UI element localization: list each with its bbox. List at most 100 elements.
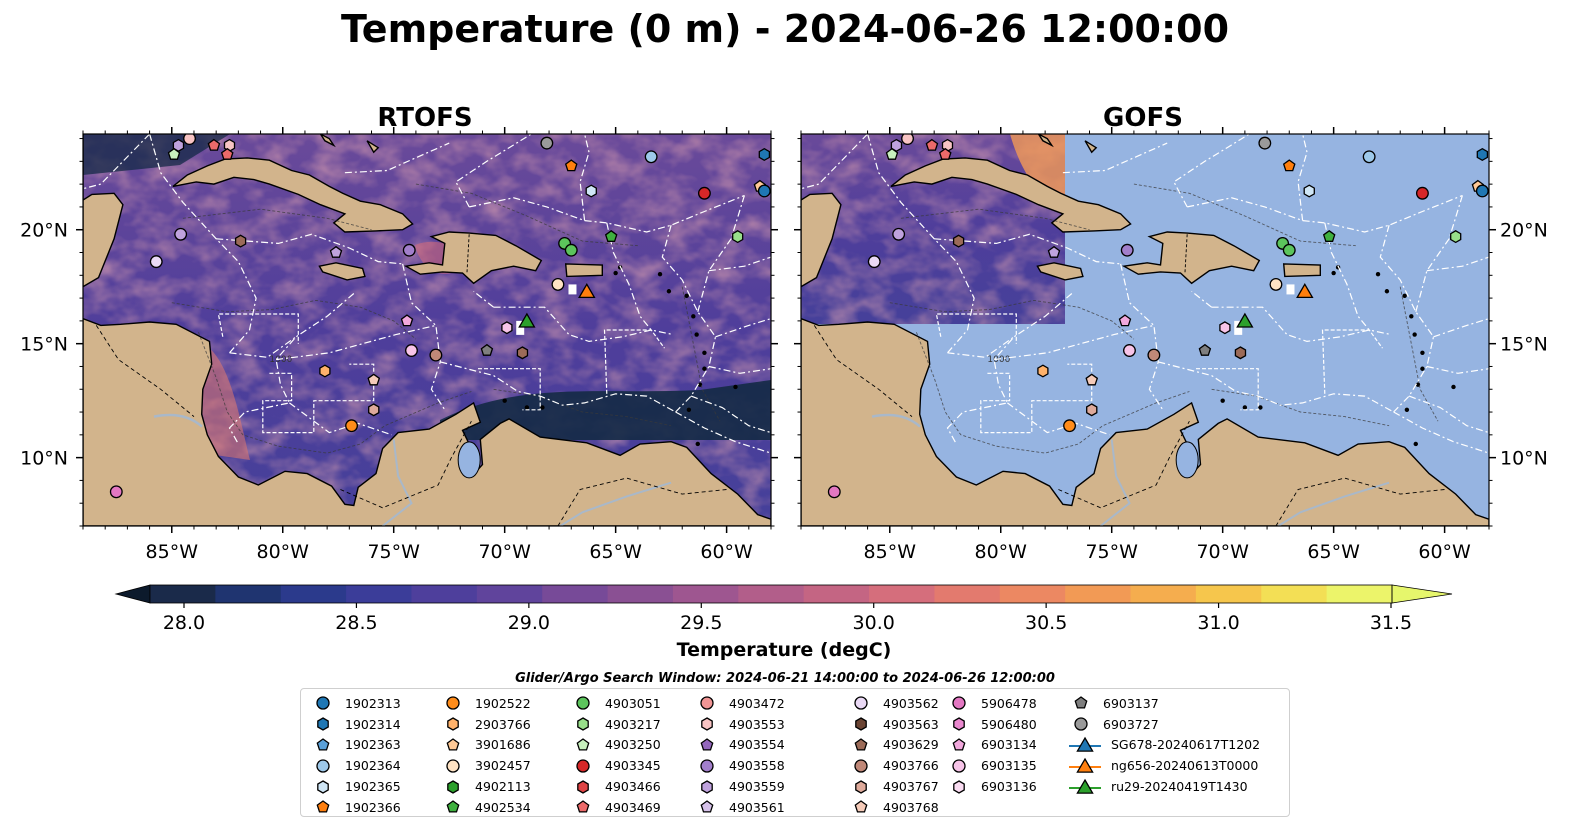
legend-label: 4903562 [883,695,939,711]
rtofs-island [702,350,707,355]
rtofs-lon-tick-label: 70°W [478,541,531,563]
colorbar-segment [803,585,870,603]
legend-label: 4903217 [605,716,661,732]
gofs-country-border [1184,234,1188,274]
rtofs-bathymetry-contour [493,388,672,427]
legend: 1902313 1902314 1902363 1902364 1902365 19023… [300,688,1290,817]
gofs-eez-line [1433,318,1489,338]
rtofs-float-marker [697,186,711,200]
legend-entry: 6903134 [945,735,1037,756]
gofs-float-marker [1475,184,1489,198]
legend-float-marker [446,800,460,813]
rtofs-float-marker [516,346,529,360]
rtofs-float-marker [402,243,416,257]
colorbar-tick-label: 31.0 [1197,612,1239,634]
legend-hexagon [855,717,867,731]
legend-float-marker [447,717,459,731]
legend-entry: 5906480 [945,714,1037,735]
legend-column: 1902313 1902314 1902363 1902364 1902365 19023… [309,693,401,818]
legend-circle [446,759,460,773]
gofs-float-marker [1362,150,1376,164]
gofs-float-marker [1476,147,1489,162]
legend-float-marker [447,779,459,794]
gofs-island [1404,407,1410,412]
gofs-bathymetry-contour [915,332,1190,454]
gofs-eez-line [1120,263,1164,411]
gofs-float-marker [885,147,899,160]
rtofs-country-border [340,420,472,509]
rtofs-island [694,332,699,337]
gofs-island [1375,271,1381,277]
panel-title-rtofs: RTOFS [377,103,472,133]
legend-entry: 4903563 [847,714,939,735]
rtofs-glider-marker [518,312,536,328]
legend-label: 6903137 [1103,695,1159,711]
figure-title: Temperature (0 m) - 2024-06-26 12:00:00 [341,7,1229,51]
gofs-float-marker [901,134,914,146]
rtofs-island [691,314,696,319]
rtofs-eez-line [697,195,745,312]
gofs-bathymetry-contour [889,299,1135,340]
legend-float-marker [700,738,714,751]
legend-float-marker [577,779,589,794]
rtofs-land [83,134,771,526]
legend-entry: 2903766 [439,714,531,735]
rtofs-island [540,405,545,410]
gofs-float-marker [1123,344,1136,357]
gofs-float-marker [827,485,841,499]
legend-pentagon [700,738,714,751]
legend-label: 4903466 [605,779,661,795]
rtofs-eez-line [579,134,590,221]
legend-entry: 1902366 [309,797,401,818]
legend-float-marker [1074,696,1088,709]
legend-float-marker [577,717,589,731]
legend-pentagon [854,738,868,751]
rtofs-eez-line [473,290,494,308]
legend-hexagon [447,779,459,794]
rtofs-island [613,270,618,276]
legend-circle [316,759,330,773]
legend-circle [952,696,966,711]
gofs-river [1277,481,1390,526]
rtofs-float-marker [220,147,234,160]
legend-float-marker [854,800,868,813]
gofs-land-bahamas1 [1037,134,1054,148]
legend-float-marker [855,717,867,731]
gofs-float-marker [1085,373,1099,386]
legend-circle [700,759,714,773]
panel-title-gofs: GOFS [1103,103,1183,133]
rtofs-glider-track [516,320,525,335]
legend-float-marker [700,759,714,773]
gofs-float-marker [892,227,906,241]
gofs-lake-nicaragua [871,413,921,428]
legend-entry: 1902364 [309,755,401,776]
legend-entry: 4903561 [693,797,785,818]
colorbar-frame [149,584,1393,604]
legend-label: 4903766 [883,758,939,774]
gofs-lat-tick-label: 10°N [1500,448,1548,470]
colorbar-segment [607,585,674,603]
legend-circle [1074,717,1088,731]
rtofs-eez-line [690,395,771,434]
rtofs-float-marker [501,321,513,335]
rtofs-eez-line [493,306,674,343]
colorbar-tick-label: 29.0 [508,612,550,634]
gofs-island [1220,398,1225,403]
rtofs-bathymetry-contour [171,299,417,340]
legend-circle [316,696,330,711]
gofs-float-marker [1037,364,1049,378]
gofs-float-marker [1258,136,1272,150]
legend-triangle [1076,736,1094,752]
legend-hexagon [577,779,589,794]
rtofs-eez-line [344,142,450,174]
legend-label: 1902364 [345,758,401,774]
legend-hexagon [855,779,867,794]
gofs-eez-line [1426,365,1489,374]
legend-float-marker [317,717,329,731]
legend-label: 1902363 [345,737,401,753]
legend-label: ng656-20240613T0000 [1111,758,1259,774]
legend-label: 1902313 [345,695,401,711]
legend-label: 4903472 [729,695,785,711]
legend-entry: 6903136 [945,776,1037,797]
legend-entry: 6903137 [1067,693,1260,714]
